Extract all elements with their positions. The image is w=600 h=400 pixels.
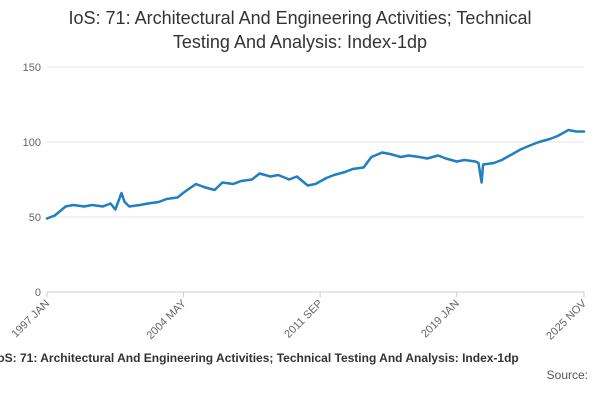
x-tick-label: 1997 JAN (9, 298, 52, 341)
x-tick-label: 2025 NOV (544, 297, 589, 342)
x-axis: 1997 JAN 2004 MAY 2011 SEP 2019 JAN 2025 NOV (9, 291, 590, 342)
chart-title: IoS: 71: Architectural And Engineering A… (68, 8, 532, 52)
y-tick-label: 50 (29, 212, 41, 224)
x-tick-label: 2011 SEP (282, 298, 325, 341)
y-tick-label: 150 (23, 62, 41, 74)
footer-caption: IoS: 71: Architectural And Engineering A… (0, 351, 519, 365)
y-tick-label: 100 (23, 137, 41, 149)
y-tick-label: 0 (35, 287, 41, 299)
source-label: Source: (546, 368, 588, 382)
y-axis-ticks: 0 50 100 150 (23, 62, 41, 299)
x-tick-label: 2019 JAN (419, 298, 462, 341)
series-layer (45, 128, 586, 220)
x-tick-label: 2004 MAY (144, 297, 189, 342)
gridlines (47, 66, 584, 218)
series-line (45, 128, 586, 220)
